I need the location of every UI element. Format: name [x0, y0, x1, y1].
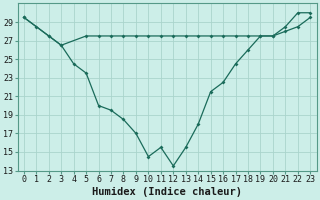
X-axis label: Humidex (Indice chaleur): Humidex (Indice chaleur) [92, 186, 242, 197]
